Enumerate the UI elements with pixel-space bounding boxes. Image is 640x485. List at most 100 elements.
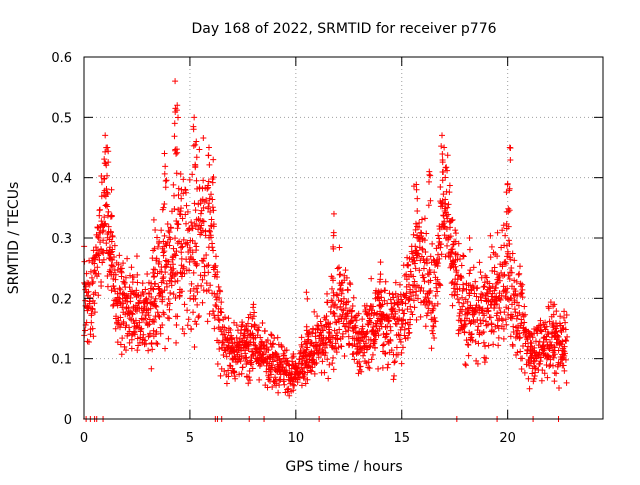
data-point <box>346 341 353 348</box>
data-point <box>238 370 245 377</box>
data-point <box>193 138 200 145</box>
data-point <box>553 308 560 315</box>
data-point <box>330 210 337 217</box>
data-point <box>440 212 447 219</box>
data-point <box>445 201 452 208</box>
data-point <box>199 276 206 283</box>
data-point <box>429 327 436 334</box>
data-point <box>547 299 554 306</box>
data-point <box>463 286 470 293</box>
data-point <box>170 181 177 188</box>
data-point <box>129 311 136 318</box>
data-point <box>117 314 124 321</box>
data-point <box>560 314 567 321</box>
data-point <box>448 217 455 224</box>
data-point <box>192 318 199 325</box>
data-point <box>183 202 190 209</box>
data-point <box>91 267 98 274</box>
data-point <box>379 301 386 308</box>
data-point <box>276 382 283 389</box>
data-point <box>134 347 141 354</box>
data-point <box>298 382 305 389</box>
data-point <box>429 240 436 247</box>
data-point <box>494 253 501 260</box>
data-point <box>95 270 102 277</box>
data-point <box>441 218 448 225</box>
data-point <box>108 238 115 245</box>
data-point <box>345 327 352 334</box>
data-point <box>250 304 257 311</box>
data-point <box>98 173 105 180</box>
data-point <box>223 380 230 387</box>
data-point <box>259 320 266 327</box>
data-point <box>243 354 250 361</box>
data-point <box>393 321 400 328</box>
data-point <box>104 273 111 280</box>
data-point <box>442 196 449 203</box>
data-point <box>280 364 287 371</box>
data-point <box>438 241 445 248</box>
data-point <box>434 251 441 258</box>
data-point <box>499 317 506 324</box>
data-point <box>226 350 233 357</box>
data-point <box>413 254 420 261</box>
data-point <box>150 286 157 293</box>
data-point <box>283 347 290 354</box>
data-point <box>205 184 212 191</box>
data-point <box>225 373 232 380</box>
data-point <box>215 283 222 290</box>
data-point <box>503 242 510 249</box>
data-point <box>336 264 343 271</box>
data-point <box>469 337 476 344</box>
data-point <box>338 280 345 287</box>
data-point <box>466 290 473 297</box>
data-point <box>173 322 180 329</box>
data-point <box>161 232 168 239</box>
data-point <box>444 167 451 174</box>
data-point <box>190 269 197 276</box>
data-point <box>211 264 218 271</box>
data-point <box>491 268 498 275</box>
data-point <box>183 189 190 196</box>
data-point <box>192 223 199 230</box>
data-point <box>206 161 213 168</box>
data-point <box>519 286 526 293</box>
y-tick-label: 0.4 <box>51 172 72 187</box>
data-point <box>199 227 206 234</box>
data-point <box>382 350 389 357</box>
data-point <box>128 290 135 297</box>
data-point <box>308 368 315 375</box>
data-point <box>177 211 184 218</box>
data-point <box>152 227 159 234</box>
data-point <box>551 330 558 337</box>
y-axis-label: SRMTID / TECUs <box>6 182 22 295</box>
data-point <box>561 308 568 315</box>
data-point <box>156 258 163 265</box>
data-point <box>297 374 304 381</box>
data-point <box>307 367 314 374</box>
data-point <box>398 324 405 331</box>
data-point <box>422 248 429 255</box>
data-point <box>521 369 528 376</box>
data-point <box>180 263 187 270</box>
data-point <box>462 361 469 368</box>
data-point <box>194 260 201 267</box>
data-point <box>371 345 378 352</box>
data-point <box>392 279 399 286</box>
data-point <box>328 303 335 310</box>
data-point <box>426 178 433 185</box>
data-point <box>505 272 512 279</box>
x-tick-label: 0 <box>80 431 88 446</box>
data-point <box>370 303 377 310</box>
data-point <box>205 144 212 151</box>
data-point <box>86 281 93 288</box>
data-point <box>239 322 246 329</box>
data-point <box>562 356 569 363</box>
data-point <box>171 251 178 258</box>
data-point <box>487 232 494 239</box>
data-point <box>435 232 442 239</box>
data-point <box>551 344 558 351</box>
data-point <box>266 354 273 361</box>
data-point <box>173 339 180 346</box>
